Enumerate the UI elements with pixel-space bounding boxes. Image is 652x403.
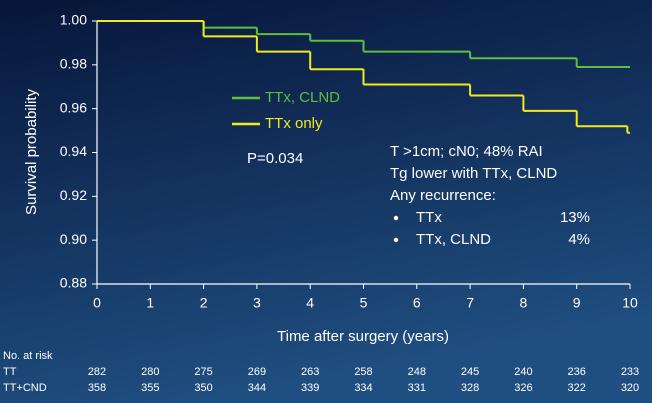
recurrence-label: TTx, CLND [416,231,491,248]
annotation-note: Tg lower with TTx, CLND [390,165,557,182]
bullet [393,215,399,221]
risk-count: 280 [141,366,159,378]
y-tick-label: 0.88 [60,275,87,291]
x-tick-label: 8 [520,295,528,311]
risk-table-title: No. at risk [3,350,53,362]
risk-count: 355 [141,382,159,394]
risk-count: 322 [568,382,586,394]
risk-count: 275 [194,366,212,378]
annotation-note: Any recurrence: [390,187,496,204]
risk-count: 334 [354,382,372,394]
x-tick-label: 1 [146,295,154,311]
risk-count: 245 [461,366,479,378]
x-tick-label: 2 [200,295,208,311]
recurrence-value: 4% [568,231,590,248]
risk-count: 258 [354,366,372,378]
x-tick-label: 7 [466,295,474,311]
annotation-note: T >1cm; cN0; 48% RAI [390,143,543,160]
risk-count: 320 [621,382,639,394]
x-axis-label: Time after surgery (years) [277,328,449,345]
legend-label: TTx, CLND [265,89,340,106]
x-tick-label: 6 [413,295,421,311]
risk-count: 263 [301,366,319,378]
risk-count: 350 [194,382,212,394]
risk-count: 240 [514,366,532,378]
risk-count: 331 [408,382,426,394]
y-tick-label: 1.00 [60,12,87,28]
x-tick-label: 4 [306,295,314,311]
bullet [393,237,399,243]
risk-count: 248 [408,366,426,378]
y-tick-label: 0.96 [60,99,87,115]
risk-count: 233 [621,366,639,378]
x-tick-label: 10 [622,295,638,311]
risk-count: 282 [88,366,106,378]
legend-label: TTx only [265,115,323,132]
y-tick-label: 0.94 [60,143,87,159]
risk-count: 328 [461,382,479,394]
risk-count: 326 [514,382,532,394]
x-tick-label: 0 [93,295,101,311]
y-tick-label: 0.92 [60,187,87,203]
y-tick-label: 0.98 [60,56,87,72]
risk-count: 344 [248,382,266,394]
recurrence-value: 13% [560,209,590,226]
y-tick-label: 0.90 [60,231,87,247]
x-tick-label: 9 [573,295,581,311]
recurrence-label: TTx [416,209,442,226]
risk-count: 236 [568,366,586,378]
risk-count: 339 [301,382,319,394]
p-value: P=0.034 [247,150,303,167]
x-tick-label: 5 [360,295,368,311]
risk-count: 269 [248,366,266,378]
risk-row-label: TT [3,366,17,378]
y-axis-label: Survival probability [23,89,40,215]
risk-row-label: TT+CND [3,382,47,394]
risk-count: 358 [88,382,106,394]
x-tick-label: 3 [253,295,261,311]
